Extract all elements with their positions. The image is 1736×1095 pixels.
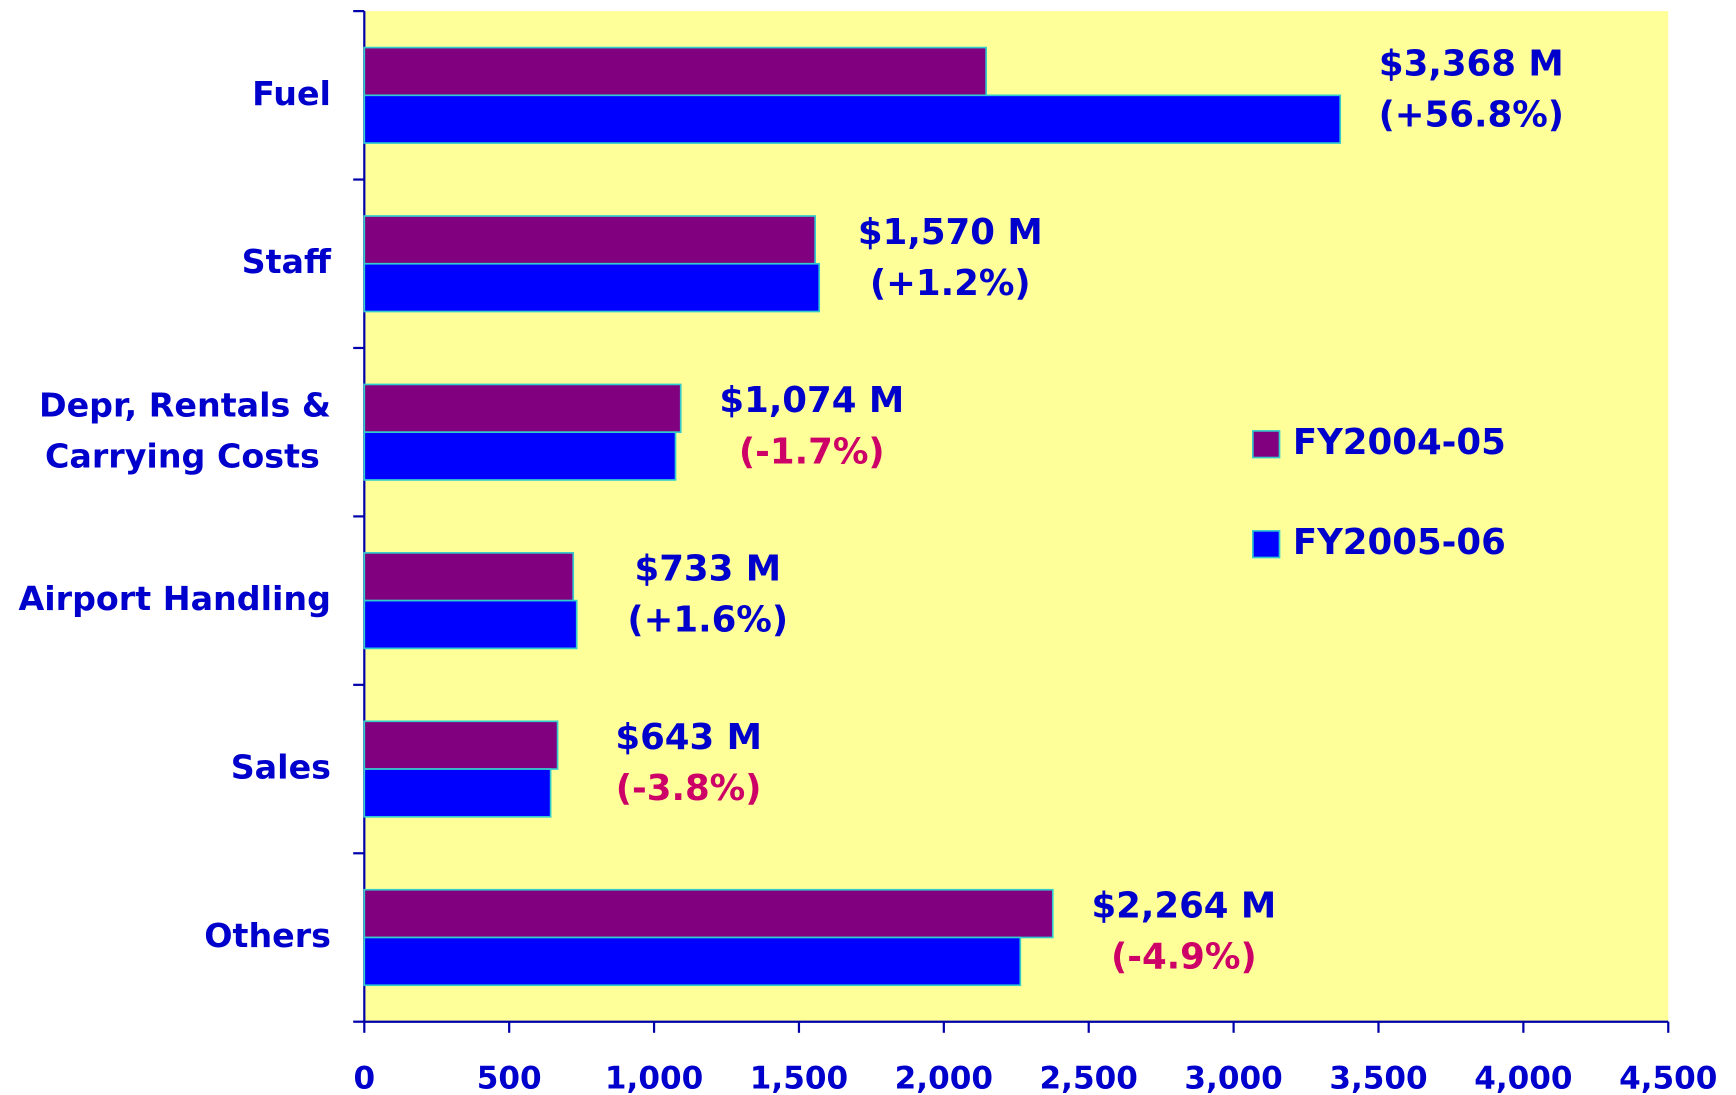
data-label: $3,368 M xyxy=(1379,43,1564,84)
bar xyxy=(363,720,559,770)
y-tick-label: Others xyxy=(204,916,331,955)
data-label: $1,570 M xyxy=(858,212,1043,253)
bar xyxy=(363,936,1022,987)
x-tick-label: 2,500 xyxy=(1040,1060,1138,1095)
change-label: (-4.9%) xyxy=(1111,937,1257,978)
y-tick-label: Fuel xyxy=(252,74,331,113)
bar xyxy=(363,94,1342,144)
bar xyxy=(363,215,817,265)
x-tick-label: 2,000 xyxy=(895,1060,993,1095)
x-tick-label: 3,000 xyxy=(1184,1060,1282,1095)
bar xyxy=(363,599,578,650)
bar xyxy=(363,383,682,434)
y-tick-label: Airport Handling xyxy=(18,579,331,618)
y-tick-label: Sales xyxy=(231,748,331,787)
y-tick-label: Depr, Rentals & Carrying Costs xyxy=(39,385,331,475)
x-tick-label: 1,500 xyxy=(750,1060,848,1095)
change-label: (-3.8%) xyxy=(616,768,762,809)
legend-swatch xyxy=(1252,530,1281,559)
bar xyxy=(363,46,987,97)
bar xyxy=(363,888,1054,939)
bar xyxy=(363,552,575,602)
change-label: (+56.8%) xyxy=(1379,94,1564,135)
x-tick-label: 0 xyxy=(353,1060,375,1095)
y-tick-label: Staff xyxy=(242,242,332,281)
x-tick-label: 3,500 xyxy=(1329,1060,1427,1095)
bar xyxy=(363,262,821,313)
legend-label: FY2004-05 xyxy=(1293,422,1506,463)
bar xyxy=(363,768,552,818)
change-label: (+1.2%) xyxy=(870,263,1031,304)
legend-swatch xyxy=(1252,430,1281,459)
x-tick-label: 500 xyxy=(477,1060,542,1095)
bar xyxy=(363,431,677,481)
plot-area xyxy=(364,11,1669,1022)
x-tick-label: 4,500 xyxy=(1619,1060,1717,1095)
change-label: (+1.6%) xyxy=(627,600,788,641)
x-tick-label: 1,000 xyxy=(605,1060,703,1095)
legend-label: FY2005-06 xyxy=(1293,522,1506,563)
data-label: $643 M xyxy=(615,717,762,758)
data-label: $733 M xyxy=(634,549,781,590)
data-label: $2,264 M xyxy=(1091,886,1276,927)
x-tick-label: 4,000 xyxy=(1474,1060,1572,1095)
change-label: (-1.7%) xyxy=(739,431,885,472)
data-label: $1,074 M xyxy=(719,380,904,421)
